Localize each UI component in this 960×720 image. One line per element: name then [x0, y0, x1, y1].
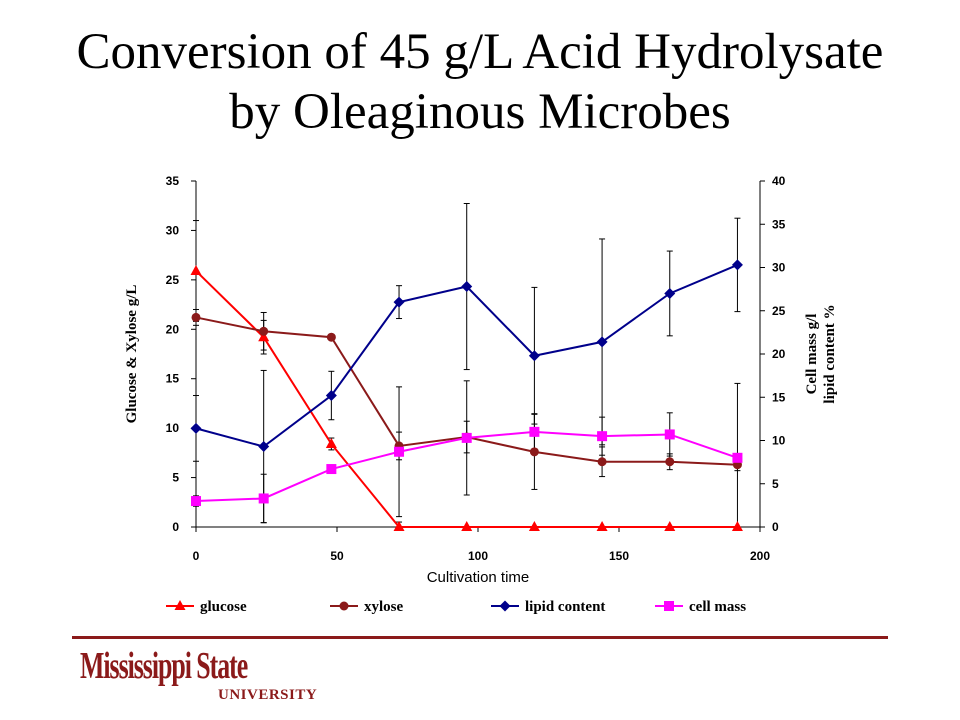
y2-tick-label: 10 — [772, 434, 786, 448]
logo-subtext: UNIVERSITY — [218, 687, 318, 703]
chart-error-bars — [193, 202, 741, 528]
data-point-glucose — [258, 331, 270, 342]
y-axis-title: Glucose & Xylose g/L — [124, 285, 140, 424]
x-tick-label: 200 — [750, 549, 770, 563]
x-axis-title: Cultivation time — [427, 569, 530, 586]
y2-tick-label: 20 — [772, 347, 786, 361]
slide-title-line-1: Conversion of 45 g/L Acid Hydrolysate — [76, 24, 884, 80]
y-tick-label: 0 — [172, 520, 179, 534]
y-tick-label: 5 — [172, 471, 179, 485]
y-tick-label: 15 — [166, 372, 180, 386]
data-point-glucose — [731, 521, 743, 531]
data-point-cell-mass — [664, 429, 675, 440]
y2-tick-label: 25 — [772, 304, 786, 318]
chart-markers — [190, 259, 743, 531]
data-point-cell-mass — [597, 431, 608, 442]
data-point-glucose — [664, 521, 676, 531]
legend-marker-lipid-content — [499, 600, 511, 612]
data-point-cell-mass — [394, 446, 405, 457]
data-point-cell-mass — [732, 452, 743, 463]
y-tick-label: 35 — [166, 174, 180, 188]
data-point-glucose — [190, 264, 202, 275]
data-point-glucose — [596, 521, 608, 531]
logo-wordmark: Mississippi State — [80, 645, 248, 687]
legend-label-cell-mass: cell mass — [689, 599, 746, 615]
y-tick-label: 30 — [166, 223, 180, 237]
legend-marker-glucose — [174, 600, 186, 610]
data-point-xylose — [665, 457, 675, 467]
data-point-lipid-content — [190, 422, 202, 434]
data-point-glucose — [325, 437, 337, 448]
data-point-cell-mass — [529, 426, 540, 437]
legend-label-xylose: xylose — [364, 599, 404, 615]
x-tick-label: 0 — [193, 549, 200, 563]
data-point-lipid-content — [596, 336, 608, 348]
data-point-glucose — [461, 521, 473, 531]
data-point-lipid-content — [731, 259, 743, 271]
y2-tick-label: 0 — [772, 520, 779, 534]
x-tick-label: 100 — [468, 549, 488, 563]
data-point-cell-mass — [258, 493, 269, 504]
data-point-lipid-content — [528, 350, 540, 362]
chart-legend: glucose xylose lipid content cell mass — [166, 599, 746, 615]
footer-rule — [72, 636, 888, 639]
legend-label-glucose: glucose — [200, 599, 247, 615]
x-tick-label: 150 — [609, 549, 629, 563]
data-point-lipid-content — [461, 281, 473, 293]
data-point-lipid-content — [393, 296, 405, 308]
data-point-lipid-content — [258, 441, 270, 453]
slide-title-line-2: by Oleaginous Microbes — [229, 84, 731, 140]
data-point-glucose — [393, 521, 405, 531]
university-logo: Mississippi State UNIVERSITY — [80, 645, 317, 716]
y2-axis-title-line-1: Cell mass g/l — [804, 314, 820, 395]
data-point-glucose — [528, 521, 540, 531]
legend-marker-xylose — [339, 601, 349, 611]
data-point-xylose — [191, 312, 201, 322]
data-point-xylose — [259, 326, 269, 336]
x-tick-label: 50 — [330, 549, 344, 563]
y2-tick-label: 35 — [772, 217, 786, 231]
data-point-lipid-content — [664, 287, 676, 299]
y2-axis-title-line-2: lipid content % — [822, 304, 838, 403]
data-point-xylose — [597, 457, 607, 467]
data-point-cell-mass — [461, 432, 472, 443]
y2-tick-label: 40 — [772, 174, 786, 188]
data-point-xylose — [529, 447, 539, 457]
chart-axes: 0 5 10 15 20 25 30 35 0 5 10 15 20 25 30 35 40 0 50 100 150 2… — [166, 174, 786, 563]
data-point-cell-mass — [191, 496, 201, 507]
y2-tick-label: 5 — [772, 477, 779, 491]
data-point-xylose — [326, 332, 336, 342]
y-tick-label: 10 — [166, 421, 180, 435]
legend-label-lipid-content: lipid content — [525, 599, 605, 615]
y2-tick-label: 30 — [772, 261, 786, 275]
y-tick-label: 25 — [166, 273, 180, 287]
data-point-cell-mass — [326, 464, 337, 475]
y-tick-label: 20 — [166, 322, 180, 336]
legend-marker-cell-mass — [664, 601, 674, 611]
y2-tick-label: 15 — [772, 390, 786, 404]
data-point-lipid-content — [325, 390, 337, 402]
slide-title: Conversion of 45 g/L Acid Hydrolysate by… — [0, 22, 960, 142]
